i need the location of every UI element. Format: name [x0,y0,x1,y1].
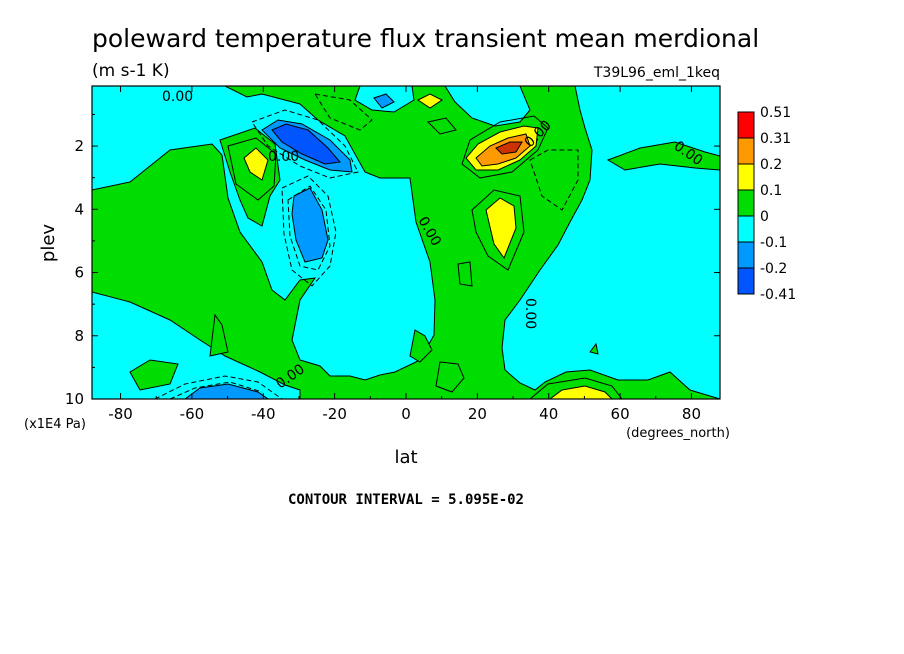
x-tick-label: -40 [251,405,276,423]
x-tick-label: -60 [180,405,205,423]
x-tick-label: 0 [401,405,411,423]
contour-fill-cyan-topright [444,86,531,127]
contour-fill-green-island-4 [435,361,465,393]
chart-title: poleward temperature flux transient mean… [92,24,759,53]
chart-subtitle: (m s-1 K) [92,61,170,81]
colorbar-swatch [737,137,755,165]
contour-label: 0.00 [162,89,193,105]
y-axis: 2 4 6 8 10 [65,113,720,408]
x-tick-label: 80 [682,405,701,423]
colorbar-label: 0.51 [760,105,791,121]
y-tick-label: 10 [65,390,84,408]
colorbar-label: 0 [760,209,769,225]
x-tick-label: 60 [611,405,630,423]
contour-interval-note: CONTOUR INTERVAL = 5.095E-02 [288,492,524,508]
colorbar-label: -0.41 [760,287,796,303]
contour-label: 0.00 [522,298,538,329]
x-tick-label: 40 [539,405,558,423]
colorbar-swatch [737,189,755,217]
colorbar-swatch [737,163,755,191]
x-axis: -80 -60 -40 -20 0 20 40 60 80 [108,86,701,423]
x-tick-label: -80 [108,405,133,423]
x-axis-label: lat [394,447,417,468]
colorbar-label: 0.1 [760,183,782,199]
contour-fill-green-island-2 [129,359,179,391]
negative-contours [154,93,579,399]
y-tick-label: 8 [74,327,84,345]
x-tick-label: -20 [322,405,347,423]
colorbar-swatch [737,241,755,269]
colorbar-label: -0.2 [760,261,787,277]
contour-fill-green-island-3 [209,313,229,357]
colorbar-label: 0.2 [760,157,782,173]
contour-fill-cyan-northeast-green [606,141,720,171]
colorbar-label: -0.1 [760,235,787,251]
contour-fill-green-island-1 [219,127,281,227]
contour-fill-yellow-right [485,197,517,260]
x-axis-units: (degrees_north) [626,426,730,441]
contour-fill-yellow-top [417,93,443,109]
y-tick-label: 6 [74,264,84,282]
y-tick-label: 4 [74,200,84,218]
colorbar-swatch [737,267,755,295]
y-tick-label: 2 [74,137,84,155]
colorbar-swatch [737,215,755,243]
contour-fill-yellow-bottom [549,385,613,399]
contour-plot: 0.00 0.00 0.00 0.00 0.00 0.00 0.00 [92,86,720,399]
contour-fill-red-core [495,141,523,155]
contour-fill-blue-south [184,383,269,399]
contour-fill-yellow-left [243,147,269,181]
y-axis-label: plev [38,224,59,263]
positive-contours [227,115,623,399]
contour-label: 0.00 [268,149,299,165]
contour-fill-blue-mid [291,187,329,263]
colorbar-legend: 0.51 0.31 0.2 0.1 0 -0.1 -0.2 -0.41 [737,105,796,303]
x-tick-label: 20 [468,405,487,423]
colorbar-label: 0.31 [760,131,791,147]
contour-fill-blue-small [373,93,395,109]
colorbar-swatch [737,111,755,139]
contour-fill-darkblue-core [271,123,341,165]
y-axis-units: (x1E4 Pa) [24,417,86,432]
contour-fill-green-island-5 [589,342,599,355]
contour-fill-green-island-6 [409,329,433,363]
experiment-label: T39L96_eml_1keq [593,65,720,81]
